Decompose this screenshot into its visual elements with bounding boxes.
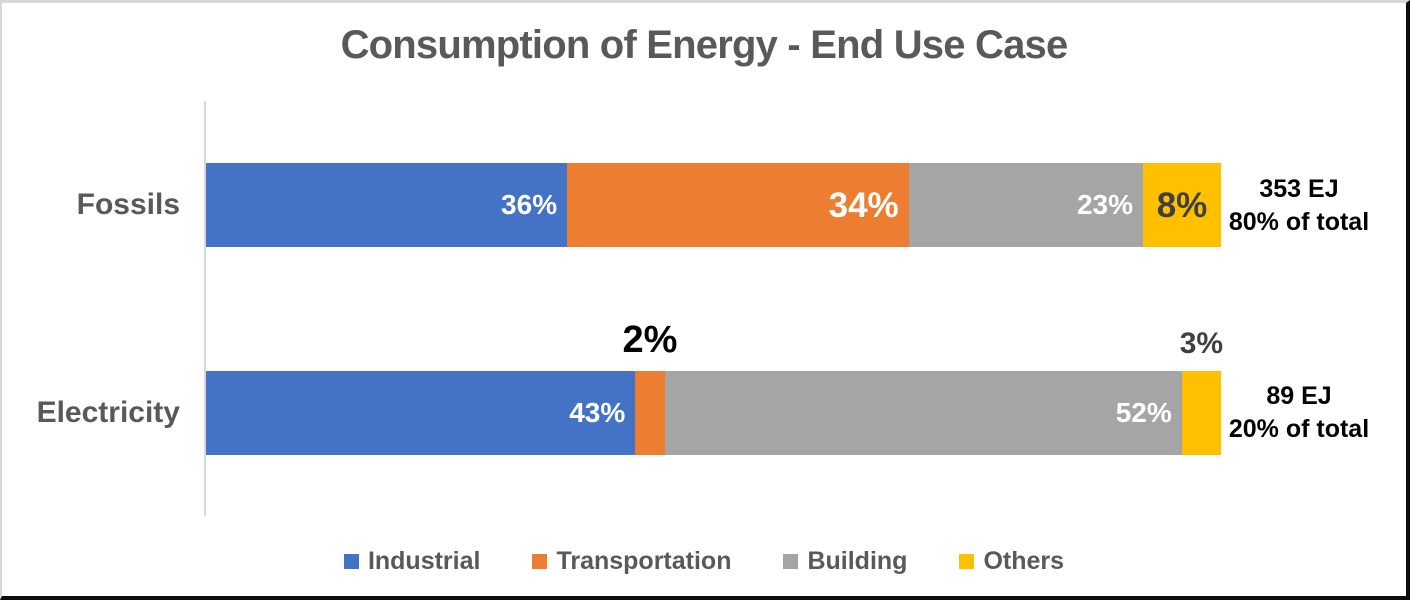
legend-label: Building <box>807 547 908 575</box>
legend-item-building: Building <box>783 547 907 576</box>
bar-segment-transportation: 2% <box>623 321 677 455</box>
category-label-fossils: Fossils <box>76 188 180 221</box>
bar-segment-others: 3% <box>1180 329 1223 455</box>
bar-segment-others: 8% <box>1142 163 1221 247</box>
segment-value-label: 36% <box>501 189 558 220</box>
legend-swatch-transportation <box>532 554 548 569</box>
segment-value-label: 23% <box>1076 189 1133 220</box>
legend-item-industrial: Industrial <box>343 547 481 576</box>
annotation-electricity-share: 20% of total <box>1228 415 1370 443</box>
annotation-fossils-share: 80% of total <box>1228 208 1370 236</box>
bar-segment-industrial: 43% <box>206 371 636 455</box>
bar-electricity: 43% 2% 52% 3% <box>206 321 1223 455</box>
legend-label: Others <box>983 547 1065 575</box>
legend-item-transportation: Transportation <box>532 547 731 576</box>
bar-segment-building: 23% <box>908 163 1143 247</box>
bar-segment-building: 52% <box>664 371 1182 455</box>
legend-item-others: Others <box>959 547 1064 576</box>
legend-swatch-building <box>783 554 799 569</box>
segment-value-label: 52% <box>1115 397 1172 428</box>
category-label-electricity: Electricity <box>36 396 180 429</box>
segment-value-label: 34% <box>828 185 899 225</box>
legend: Industrial Transportation Building Others <box>2 547 1406 576</box>
bar-fossils: 36% 34% 23% 8% <box>206 163 1221 247</box>
segment-value-label: 43% <box>569 397 626 428</box>
annotation-electricity: 89 EJ 20% of total <box>1224 380 1374 446</box>
segment-value-label: 8% <box>1156 185 1208 225</box>
bar-segment-industrial: 36% <box>206 163 568 247</box>
segment-value-label: 3% <box>1179 327 1224 360</box>
annotation-electricity-total: 89 EJ <box>1266 382 1332 410</box>
segment-value-label: 2% <box>622 319 678 361</box>
legend-swatch-industrial <box>343 554 359 569</box>
bar-segment-transportation: 34% <box>567 163 909 247</box>
annotation-fossils-total: 353 EJ <box>1259 175 1339 203</box>
y-axis-line <box>204 101 206 516</box>
legend-swatch-others <box>959 554 975 569</box>
legend-label: Transportation <box>556 547 732 575</box>
legend-label: Industrial <box>367 547 481 575</box>
chart-title: Consumption of Energy - End Use Case <box>340 23 1069 67</box>
annotation-fossils: 353 EJ 80% of total <box>1224 173 1374 239</box>
